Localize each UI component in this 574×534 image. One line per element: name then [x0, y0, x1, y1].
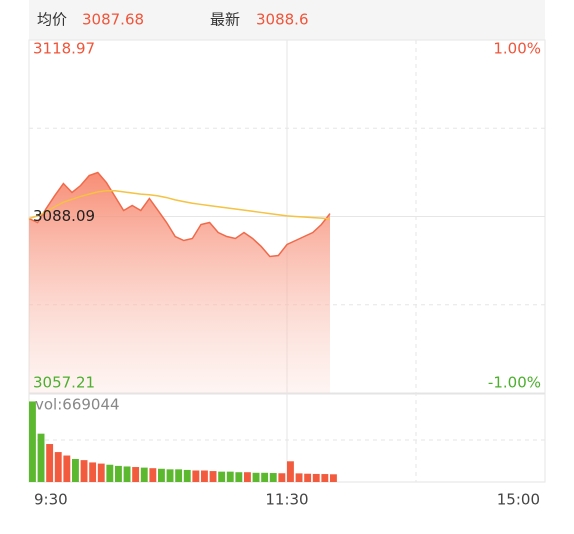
y-tick-label: 3118.97	[33, 40, 95, 58]
volume-bar	[244, 472, 251, 482]
header-bar	[29, 0, 545, 40]
volume-bar	[218, 471, 226, 482]
volume-bar	[304, 473, 312, 482]
volume-bar	[209, 471, 217, 482]
volume-bar	[312, 473, 320, 482]
y2-tick-label: 1.00%	[493, 40, 541, 58]
average-line	[28, 189, 331, 220]
last-label: 最新	[210, 11, 240, 29]
volume-bar	[252, 472, 260, 482]
x-tick-label: 15:00	[497, 491, 540, 509]
volume-bar	[80, 460, 88, 482]
volume-bar	[37, 433, 45, 482]
volume-bar	[158, 468, 165, 482]
volume-bar	[106, 464, 114, 482]
volume-bar	[278, 473, 286, 482]
volume-bar	[72, 458, 79, 482]
last-value: 3088.6	[256, 11, 309, 29]
volume-bar	[54, 452, 62, 482]
volume-bar	[321, 474, 329, 482]
volume-bar	[132, 467, 140, 482]
volume-bar	[89, 462, 97, 482]
volume-bar	[330, 474, 337, 482]
volume-bar	[269, 473, 277, 482]
x-tick-label: 11:30	[265, 491, 308, 509]
y-tick-label: 3088.09	[33, 207, 95, 225]
volume-bar	[115, 465, 122, 482]
volume-label: vol:669044	[35, 396, 120, 414]
volume-bar	[166, 469, 174, 482]
volume-bar	[226, 471, 234, 482]
volume-bar	[46, 444, 54, 482]
volume-bar	[97, 463, 105, 482]
avg-value: 3087.68	[82, 11, 144, 29]
volume-bar	[295, 473, 303, 482]
volume-bar	[261, 472, 269, 482]
price-area	[29, 172, 330, 393]
volume-bar	[140, 467, 148, 482]
price-line	[28, 171, 331, 258]
volume-bar	[183, 469, 191, 482]
y-tick-label: 3057.21	[33, 374, 95, 392]
volume-bar	[201, 470, 208, 482]
volume-bar	[63, 455, 71, 482]
volume-bar	[149, 468, 157, 482]
volume-bar	[29, 401, 36, 482]
y2-tick-label: -1.00%	[488, 374, 541, 392]
volume-bar	[287, 461, 294, 482]
x-tick-label: 9:30	[34, 491, 68, 509]
avg-label: 均价	[37, 11, 67, 29]
volume-bar	[192, 470, 200, 482]
volume-bar	[175, 469, 183, 482]
volume-bar	[123, 466, 131, 482]
volume-bar	[235, 472, 243, 482]
